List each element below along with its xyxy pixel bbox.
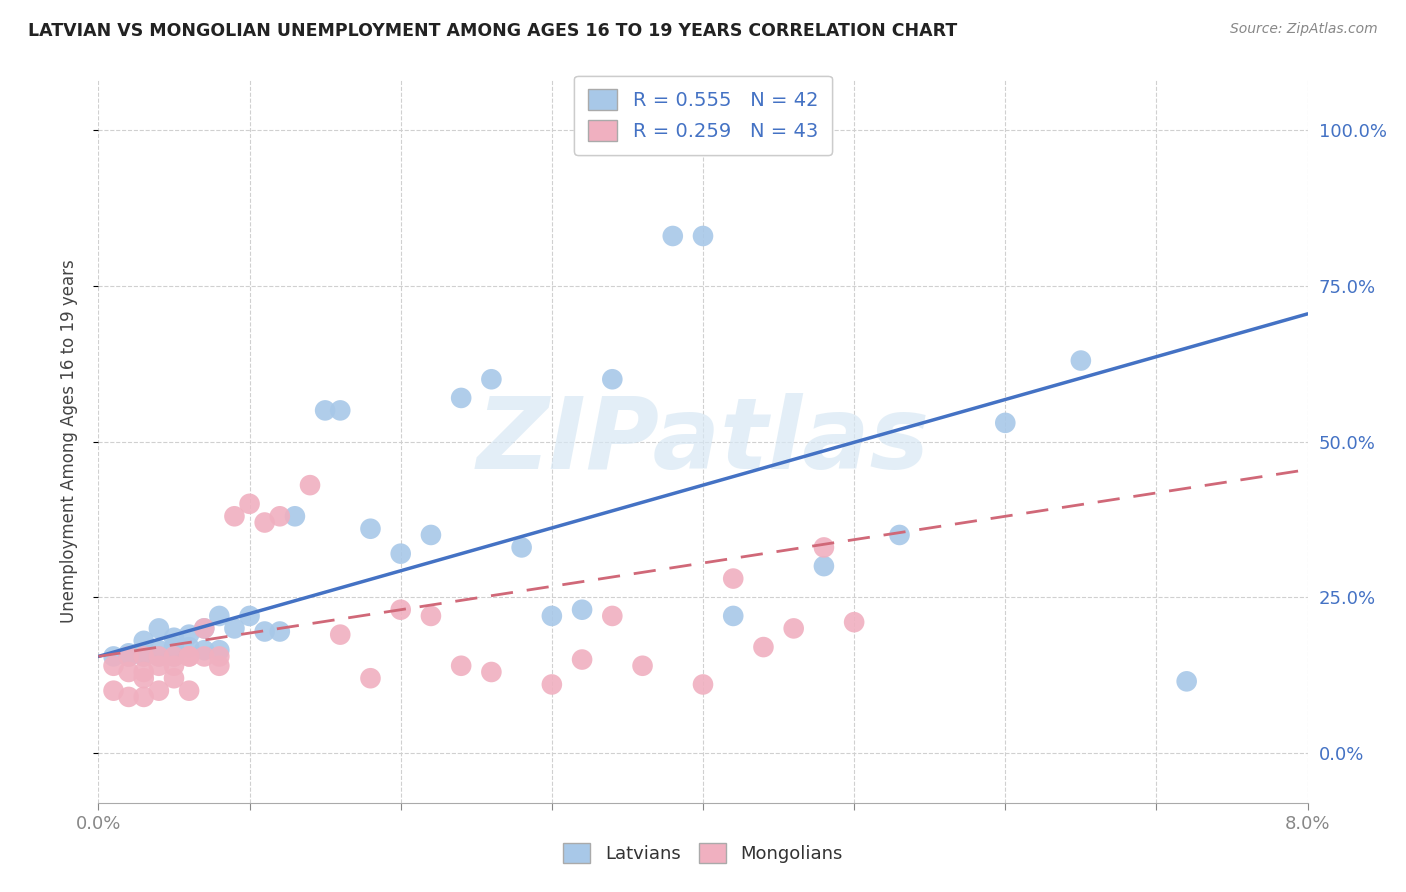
Point (1175, 674, 1198, 689)
Point (481, 372, 503, 386)
Point (179, 640, 201, 654)
Point (148, 658, 170, 673)
Point (783, 621, 806, 635)
Point (163, 649, 186, 664)
Point (193, 643, 215, 657)
Point (889, 528, 911, 542)
Text: Source: ZipAtlas.com: Source: ZipAtlas.com (1230, 22, 1378, 37)
Point (813, 541, 835, 555)
Point (692, 229, 714, 244)
Point (224, 621, 246, 635)
Point (253, 624, 276, 639)
Point (602, 609, 624, 624)
Point (661, 229, 683, 244)
Legend: R = 0.555   N = 42, R = 0.259   N = 43: R = 0.555 N = 42, R = 0.259 N = 43 (574, 76, 832, 155)
Point (360, 522, 382, 536)
Point (208, 643, 231, 657)
Point (450, 658, 472, 673)
Point (224, 509, 246, 524)
Legend: Latvians, Mongolians: Latvians, Mongolians (553, 832, 853, 874)
Point (118, 665, 141, 679)
Point (132, 690, 155, 704)
Point (389, 547, 412, 561)
Point (752, 640, 775, 654)
Point (540, 677, 562, 691)
Point (450, 391, 472, 405)
Point (360, 671, 382, 685)
Point (420, 528, 443, 542)
Point (118, 690, 141, 704)
Point (148, 683, 170, 698)
Point (571, 603, 593, 617)
Point (163, 649, 186, 664)
Point (314, 403, 336, 417)
Point (602, 372, 624, 386)
Point (723, 572, 745, 586)
Point (389, 603, 412, 617)
Point (208, 658, 231, 673)
Point (239, 609, 262, 624)
Point (631, 658, 654, 673)
Point (692, 677, 714, 691)
Point (148, 621, 170, 635)
Point (148, 649, 170, 664)
Point (163, 658, 186, 673)
Point (103, 658, 125, 673)
Point (284, 509, 307, 524)
Point (179, 649, 201, 664)
Point (163, 640, 186, 654)
Point (132, 646, 155, 660)
Point (481, 665, 503, 679)
Point (510, 541, 533, 555)
Point (179, 683, 201, 698)
Point (148, 643, 170, 657)
Point (208, 649, 231, 664)
Point (540, 609, 562, 624)
Point (132, 649, 155, 664)
Point (132, 665, 155, 679)
Point (118, 649, 141, 664)
Point (118, 649, 141, 664)
Point (163, 631, 186, 645)
Point (148, 649, 170, 664)
Point (269, 624, 291, 639)
Point (118, 646, 141, 660)
Point (329, 627, 352, 641)
Point (420, 609, 443, 624)
Point (329, 403, 352, 417)
Point (193, 621, 215, 635)
Point (193, 649, 215, 664)
Point (994, 416, 1017, 430)
Point (844, 615, 866, 630)
Point (179, 649, 201, 664)
Point (132, 649, 155, 664)
Point (571, 652, 593, 666)
Point (163, 671, 186, 685)
Point (813, 559, 835, 574)
Point (193, 621, 215, 635)
Point (723, 609, 745, 624)
Point (253, 516, 276, 530)
Point (239, 497, 262, 511)
Y-axis label: Unemployment Among Ages 16 to 19 years: Unemployment Among Ages 16 to 19 years (59, 260, 77, 624)
Point (179, 627, 201, 641)
Point (1070, 353, 1092, 368)
Point (103, 649, 125, 664)
Point (132, 633, 155, 648)
Point (103, 683, 125, 698)
Point (132, 671, 155, 685)
Point (299, 478, 322, 492)
Point (269, 509, 291, 524)
Point (208, 609, 231, 624)
Text: ZIPatlas: ZIPatlas (477, 393, 929, 490)
Text: LATVIAN VS MONGOLIAN UNEMPLOYMENT AMONG AGES 16 TO 19 YEARS CORRELATION CHART: LATVIAN VS MONGOLIAN UNEMPLOYMENT AMONG … (28, 22, 957, 40)
